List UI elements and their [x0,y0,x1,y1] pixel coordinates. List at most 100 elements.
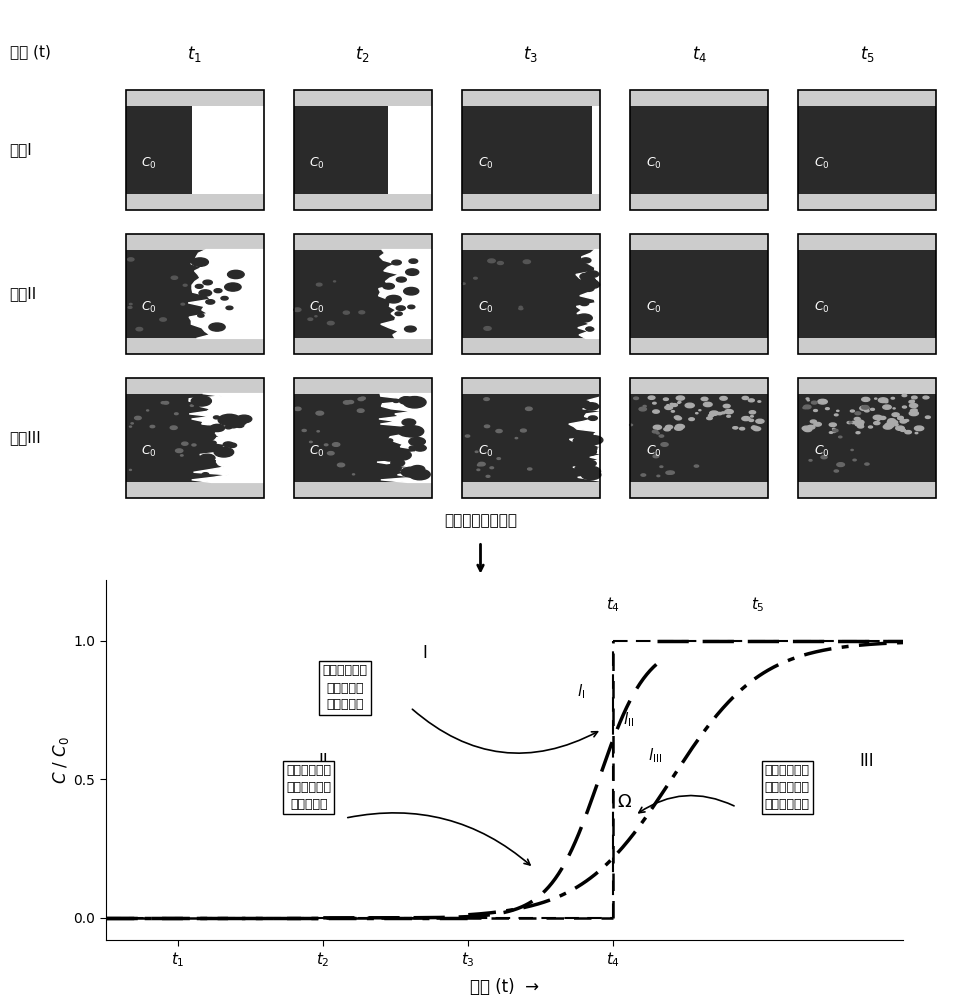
Circle shape [848,422,851,424]
Circle shape [832,428,835,430]
Bar [126,234,263,250]
Bar [126,482,263,498]
Text: $C_0$: $C_0$ [478,156,493,171]
Circle shape [851,421,856,424]
Circle shape [689,418,694,421]
Circle shape [409,446,416,450]
Circle shape [643,405,646,407]
Circle shape [585,436,603,444]
Bar [294,194,431,210]
Bar [126,394,263,482]
Circle shape [861,406,869,409]
Circle shape [214,289,222,293]
Circle shape [401,467,421,477]
Text: 存在非流动区
考虑弥散作用
考虑扩散作用: 存在非流动区 考虑弥散作用 考虑扩散作用 [765,764,810,811]
Circle shape [670,403,674,405]
Text: $C_0$: $C_0$ [646,444,661,459]
Circle shape [877,419,880,420]
Bar [799,338,936,354]
Circle shape [130,469,132,470]
Circle shape [225,283,241,291]
Circle shape [898,417,903,420]
Bar [462,378,600,394]
Text: 时间 (t): 时间 (t) [10,44,51,59]
Bar [630,250,768,338]
Text: $t_5$: $t_5$ [752,596,765,614]
Bar [387,106,431,194]
Circle shape [191,396,211,406]
Bar [462,250,600,338]
Circle shape [902,394,906,397]
Circle shape [584,403,599,410]
Circle shape [923,396,928,399]
Circle shape [677,396,684,400]
Circle shape [218,414,241,426]
Bar [126,378,263,394]
Bar [294,234,431,250]
Circle shape [675,416,680,419]
Circle shape [725,410,733,414]
Text: $l_{\rm I}$: $l_{\rm I}$ [578,682,585,701]
Text: 存在非流动区
无弥散作用
无扩散作用: 存在非流动区 无弥散作用 无扩散作用 [323,664,367,712]
Circle shape [577,314,592,322]
Circle shape [752,426,754,427]
Bar [126,90,263,210]
Polygon shape [569,394,607,482]
Circle shape [855,422,863,426]
Bar [630,234,768,354]
Circle shape [740,427,745,430]
Bar [462,234,600,354]
Circle shape [474,277,478,279]
Circle shape [703,402,712,407]
Circle shape [131,423,134,424]
Y-axis label: $C$ / $C_0$: $C$ / $C_0$ [51,736,70,784]
Circle shape [667,405,669,406]
Circle shape [896,426,904,430]
Bar [630,106,768,194]
Bar [799,234,936,250]
Circle shape [176,449,183,453]
Circle shape [483,398,489,400]
Circle shape [803,407,806,409]
Polygon shape [576,250,600,338]
Circle shape [666,425,673,429]
Circle shape [128,306,132,308]
Circle shape [198,435,211,442]
Circle shape [829,423,836,427]
Circle shape [462,283,465,284]
Circle shape [360,397,365,400]
Circle shape [181,455,184,456]
Circle shape [200,454,215,462]
Bar [294,250,431,338]
Circle shape [912,396,917,399]
Circle shape [893,408,896,409]
Circle shape [821,456,827,459]
Circle shape [357,409,364,412]
Circle shape [909,404,918,408]
Bar [126,250,263,338]
Circle shape [198,314,204,317]
Circle shape [496,430,503,433]
Circle shape [308,318,312,320]
Circle shape [834,470,838,472]
Circle shape [722,412,726,414]
Circle shape [664,428,671,431]
Circle shape [809,460,812,461]
Text: I: I [422,644,428,662]
Circle shape [699,410,701,411]
Circle shape [892,413,899,416]
Text: $C_0$: $C_0$ [309,300,325,315]
Circle shape [316,411,324,415]
Text: $C_0$: $C_0$ [814,444,829,459]
Circle shape [856,432,860,434]
Circle shape [393,399,399,402]
Circle shape [752,426,758,429]
Circle shape [477,469,480,471]
Circle shape [910,400,915,402]
Circle shape [579,466,601,477]
Circle shape [316,283,322,286]
Circle shape [309,441,312,443]
Bar [799,194,936,210]
Circle shape [579,464,586,468]
Circle shape [192,444,196,446]
